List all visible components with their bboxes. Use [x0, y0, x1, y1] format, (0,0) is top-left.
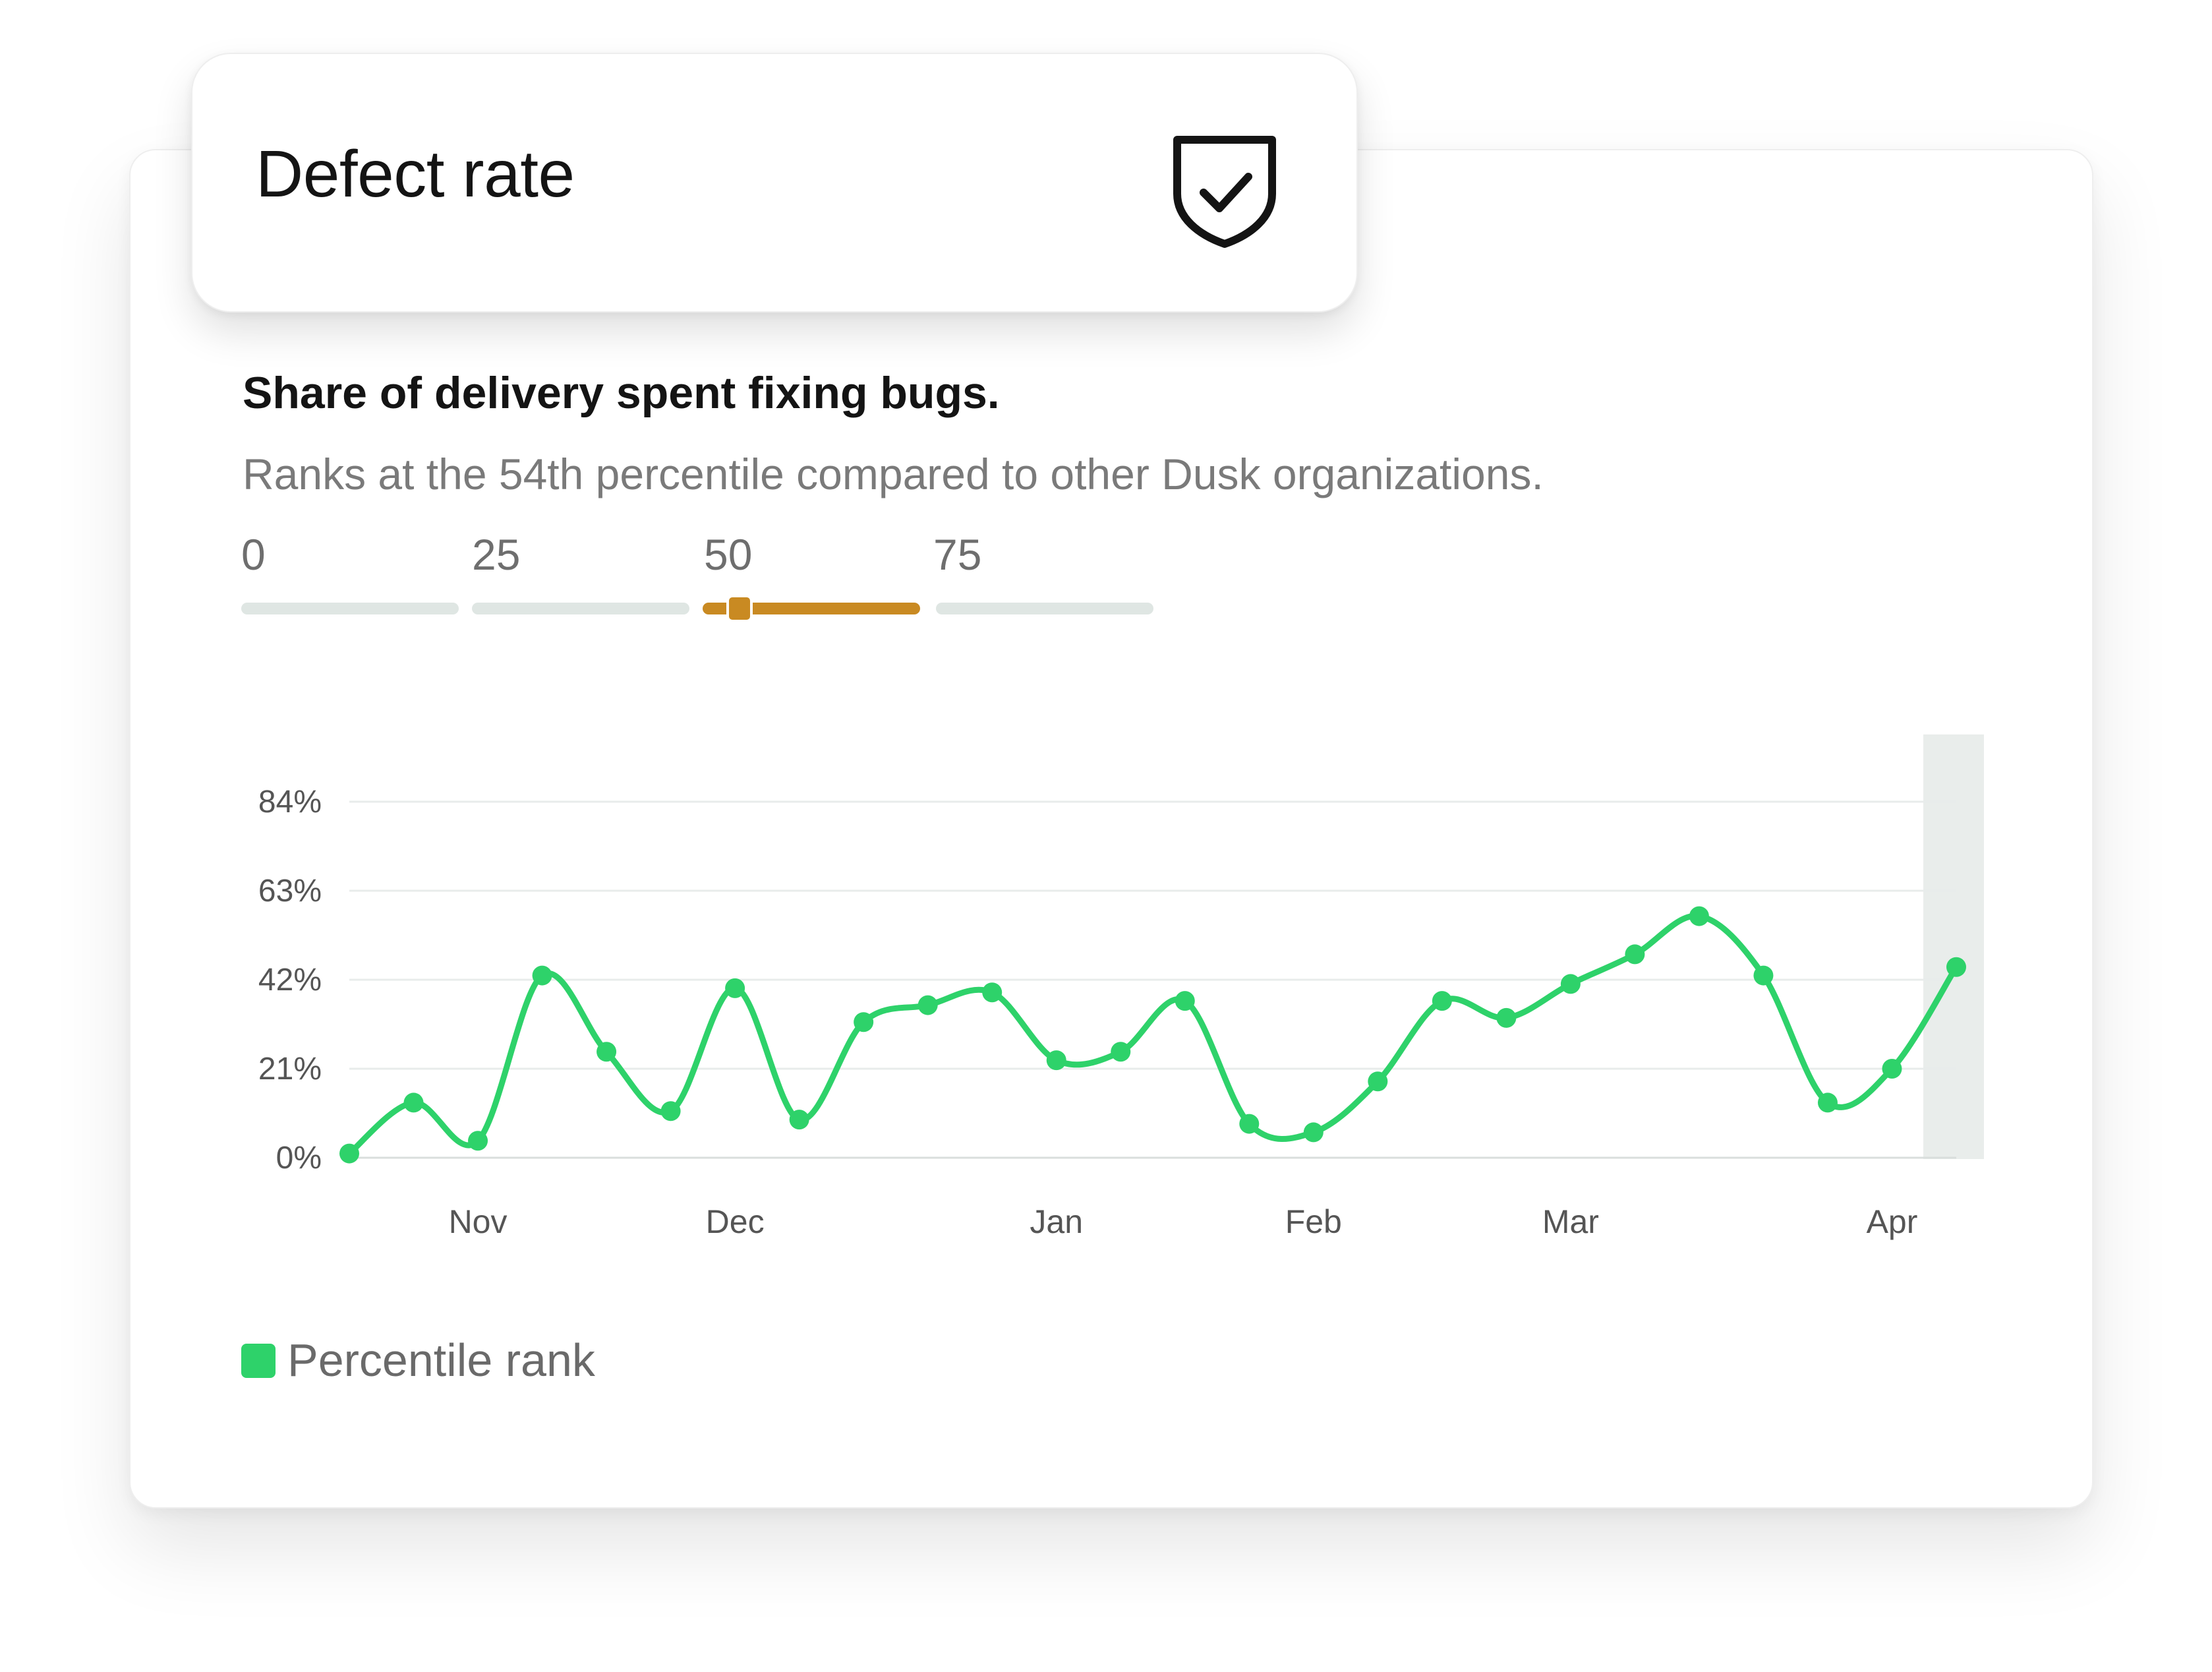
x-tick-label: Feb	[1285, 1203, 1342, 1240]
legend-swatch	[241, 1344, 276, 1378]
title-card: Defect rate	[191, 53, 1358, 313]
x-tick-label: Jan	[1030, 1203, 1083, 1240]
data-point	[1946, 957, 1966, 977]
data-point	[1046, 1050, 1066, 1071]
chart-card	[129, 149, 2093, 1508]
data-point	[403, 1092, 424, 1113]
data-point	[917, 995, 938, 1015]
data-point	[854, 1012, 874, 1032]
metric-description: Ranks at the 54th percentile compared to…	[243, 450, 1544, 498]
data-point	[1625, 944, 1645, 965]
data-point	[532, 965, 552, 986]
data-point	[1753, 965, 1774, 986]
scale-segment-0	[241, 603, 459, 614]
data-point	[1368, 1071, 1388, 1092]
scale-label-50: 50	[704, 530, 753, 579]
data-point	[1817, 1092, 1838, 1113]
scale-label-25: 25	[472, 530, 521, 579]
data-point	[982, 982, 1003, 1003]
data-point	[1560, 974, 1581, 994]
x-tick-label: Apr	[1867, 1203, 1918, 1240]
data-point	[1496, 1007, 1517, 1028]
data-point	[789, 1110, 809, 1130]
data-point	[725, 978, 745, 998]
data-point	[1239, 1114, 1260, 1134]
data-point	[1303, 1122, 1324, 1143]
data-point	[1111, 1042, 1131, 1062]
data-point	[1882, 1059, 1902, 1079]
series-line-percentile-rank	[346, 912, 1960, 1157]
data-point	[660, 1101, 681, 1121]
data-point	[339, 1143, 359, 1164]
y-tick-label: 0%	[276, 1141, 322, 1176]
scale-segment-1	[472, 603, 689, 614]
page-title: Defect rate	[256, 137, 575, 211]
x-tick-label: Mar	[1542, 1203, 1599, 1240]
y-tick-label: 42%	[258, 963, 322, 998]
y-tick-label: 63%	[258, 874, 322, 909]
data-point	[1432, 991, 1452, 1011]
data-point	[468, 1131, 488, 1151]
current-period-highlight	[1923, 734, 1984, 1159]
metric-subtitle: Share of delivery spent fixing bugs.	[243, 368, 1000, 418]
percentile-marker	[729, 597, 750, 620]
x-tick-label: Dec	[706, 1203, 765, 1240]
data-point	[1689, 906, 1709, 926]
y-tick-label: 84%	[258, 785, 322, 820]
shield-check-icon	[1173, 136, 1276, 248]
scale-segment-2	[703, 603, 920, 614]
legend-label: Percentile rank	[287, 1334, 595, 1386]
data-point	[1175, 991, 1195, 1011]
scale-segment-3	[936, 603, 1153, 614]
x-tick-label: Nov	[449, 1203, 508, 1240]
y-tick-label: 21%	[258, 1052, 322, 1087]
scale-label-0: 0	[241, 530, 266, 579]
scale-label-75: 75	[933, 530, 982, 579]
data-point	[597, 1042, 617, 1062]
